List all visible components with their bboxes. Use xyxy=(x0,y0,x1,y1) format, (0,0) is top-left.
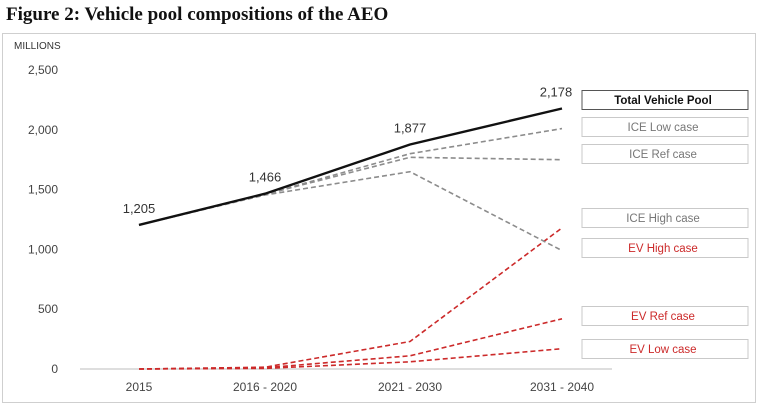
chart-frame xyxy=(2,33,756,403)
series-line-ev-ref-case xyxy=(138,318,563,370)
legend-label-ice-high-case: ICE High case xyxy=(626,213,700,225)
y-tick-label: 1,000 xyxy=(28,242,58,256)
series-line-ev-low-case xyxy=(138,347,563,370)
legend-box-ice-high-case xyxy=(581,208,749,228)
data-label: 1,205 xyxy=(123,201,156,216)
data-label: 1,466 xyxy=(249,170,282,185)
legend-label-ice-ref-case: ICE Ref case xyxy=(629,149,697,161)
y-axis-unit-label: MILLIONS xyxy=(14,41,61,52)
legend-label-ev-low-case: EV Low case xyxy=(629,344,696,356)
y-tick-label: 1,500 xyxy=(28,183,58,197)
legend-label-ev-high-case: EV High case xyxy=(628,243,698,255)
x-tick-label: 2031 - 2040 xyxy=(530,380,594,394)
y-tick-label: 2,000 xyxy=(28,123,58,137)
legend-box-ev-ref-case xyxy=(581,306,749,326)
series-line-ice-high-case xyxy=(138,170,563,252)
legend-box-total-vehicle-pool xyxy=(581,90,749,110)
y-tick-label: 0 xyxy=(51,362,58,376)
legend-label-ice-low-case: ICE Low case xyxy=(628,122,699,134)
legend-label-total-vehicle-pool: Total Vehicle Pool xyxy=(614,95,712,107)
series-line-ice-ref-case xyxy=(138,156,563,226)
x-tick-label: 2021 - 2030 xyxy=(378,380,442,394)
y-tick-label: 500 xyxy=(38,302,58,316)
legend-label-ev-ref-case: EV Ref case xyxy=(631,311,695,323)
series-line-total-vehicle-pool xyxy=(138,107,563,227)
data-label: 1,877 xyxy=(394,121,427,136)
data-label: 2,178 xyxy=(540,85,573,100)
legend-box-ev-high-case xyxy=(581,238,749,258)
figure-title: Figure 2: Vehicle pool compositions of t… xyxy=(6,4,389,25)
x-tick-label: 2015 xyxy=(126,380,153,394)
x-tick-label: 2016 - 2020 xyxy=(233,380,297,394)
legend-box-ice-ref-case xyxy=(581,144,749,164)
y-tick-label: 2,500 xyxy=(28,63,58,77)
legend-box-ev-low-case xyxy=(581,339,749,359)
legend-box-ice-low-case xyxy=(581,117,749,137)
series-line-ev-high-case xyxy=(138,227,563,370)
